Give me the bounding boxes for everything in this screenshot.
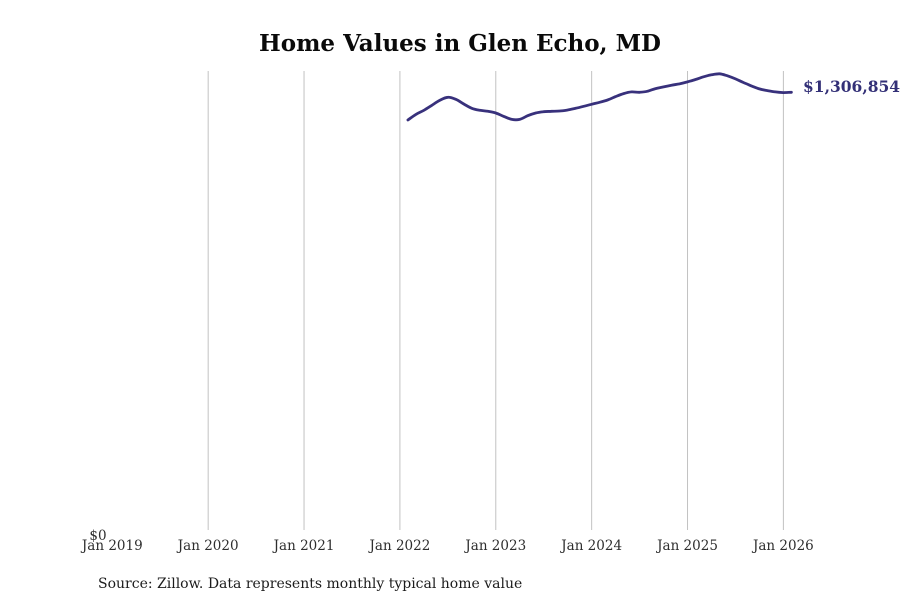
chart-title: Home Values in Glen Echo, MD xyxy=(259,30,661,57)
x-tick-label: Jan 2024 xyxy=(559,538,622,554)
y-zero-tick-label: $0 xyxy=(89,528,106,544)
source-note: Source: Zillow. Data represents monthly … xyxy=(98,576,522,592)
latest-value-label: $1,306,854 xyxy=(803,77,900,96)
gridlines xyxy=(207,71,784,530)
home-value-line xyxy=(406,72,793,122)
x-tick-label: Jan 2021 xyxy=(272,538,335,554)
x-tick-label: Jan 2020 xyxy=(176,538,239,554)
x-tick-label: Jan 2025 xyxy=(655,538,718,554)
x-tick-label: Jan 2023 xyxy=(463,538,526,554)
x-tick-label: Jan 2022 xyxy=(368,538,431,554)
x-axis-labels: Jan 2019 Jan 2020 Jan 2021 Jan 2022 Jan 2023… xyxy=(80,538,814,554)
x-tick-label: Jan 2019 xyxy=(80,538,143,554)
x-tick-label: Jan 2026 xyxy=(751,538,814,554)
